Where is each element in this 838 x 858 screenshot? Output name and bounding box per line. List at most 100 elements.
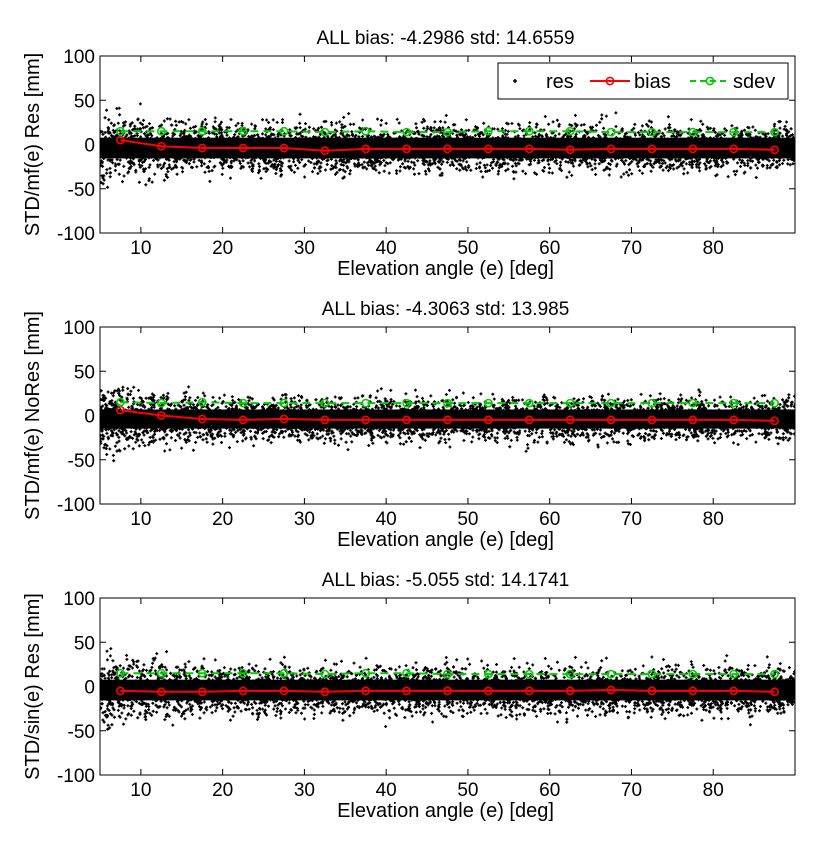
x-tick-label: 70 [621, 238, 642, 259]
sdev-point [565, 669, 575, 679]
y-tick-label: 0 [84, 407, 95, 428]
sdev-point [770, 669, 779, 679]
x-tick-label: 50 [457, 238, 478, 259]
sdev-point [688, 398, 698, 408]
sdev-point [402, 398, 412, 408]
x-tick-label: 80 [703, 509, 724, 530]
bias-point [361, 415, 371, 425]
bias-point [402, 686, 412, 696]
sdev-point [483, 126, 493, 136]
bias-point [770, 145, 779, 155]
bias-point [443, 415, 452, 425]
bias-point [361, 144, 371, 154]
sdev-point [647, 127, 657, 137]
x-tick-label: 40 [376, 780, 397, 801]
legend-bias-marker [605, 76, 615, 86]
x-tick-label: 20 [212, 780, 233, 801]
bias-point [565, 686, 575, 696]
y-tick-label: 100 [63, 589, 95, 610]
bias-point [279, 414, 289, 424]
bias-point [688, 144, 698, 154]
sdev-point [524, 398, 534, 408]
x-tick-label: 60 [539, 509, 560, 530]
x-tick-label: 60 [539, 238, 560, 259]
bias-point [320, 146, 330, 156]
bias-point [729, 144, 739, 154]
sdev-point [320, 398, 330, 408]
sdev-point [729, 127, 739, 137]
bias-line [120, 409, 775, 422]
legend: res bias sdev [497, 62, 789, 100]
bias-point [647, 686, 657, 696]
bias-point [483, 144, 493, 154]
sdev-point [483, 398, 493, 408]
sdev-point [688, 669, 698, 679]
bias-point [116, 135, 125, 145]
x-axis-label: Elevation angle (e) [deg] [337, 258, 554, 280]
x-tick-label: 10 [130, 238, 151, 259]
bias-point [606, 144, 616, 154]
y-axis-label: STD/sin(e) Res [mm] [22, 593, 44, 780]
sdev-point [565, 126, 575, 136]
legend-bias-label: bias [634, 71, 671, 93]
bias-point [320, 687, 330, 697]
x-tick-label: 40 [376, 509, 397, 530]
bias-point [197, 143, 207, 153]
chart-title: ALL bias: -5.055 std: 14.1741 [322, 570, 570, 591]
chart-title: ALL bias: -4.3063 std: 13.985 [322, 299, 570, 320]
x-axis-label: Elevation angle (e) [deg] [337, 800, 554, 822]
sdev-point [116, 397, 125, 407]
sdev-point [197, 126, 207, 136]
x-tick-label: 40 [376, 238, 397, 259]
sdev-point [279, 126, 289, 136]
sdev-point [279, 398, 289, 408]
sdev-point [770, 127, 779, 137]
bias-point [606, 415, 616, 425]
y-tick-label: 100 [63, 318, 95, 339]
legend-box [497, 62, 789, 100]
bias-point [361, 686, 371, 696]
bias-point [238, 415, 248, 425]
bias-point [279, 686, 289, 696]
x-tick-label: 70 [621, 509, 642, 530]
sdev-point [606, 669, 616, 679]
x-tick-label: 70 [621, 780, 642, 801]
bias-point [197, 687, 207, 697]
bias-point [443, 686, 452, 696]
bias-point [238, 143, 248, 153]
x-tick-label: 30 [294, 509, 315, 530]
y-tick-label: 100 [63, 47, 95, 68]
sdev-point [443, 127, 452, 137]
sdev-point [483, 669, 493, 679]
sdev-point [197, 397, 207, 407]
x-tick-label: 20 [212, 509, 233, 530]
sdev-point [116, 126, 125, 136]
x-tick-label: 50 [457, 780, 478, 801]
x-tick-label: 80 [703, 780, 724, 801]
sdev-point [443, 398, 452, 408]
bias-point [156, 141, 166, 151]
bias-point [647, 144, 657, 154]
y-tick-label: -100 [57, 766, 95, 787]
sdev-point [647, 669, 657, 679]
bias-point [565, 145, 575, 155]
bias-point [524, 686, 534, 696]
bias-point [483, 415, 493, 425]
sdev-point [361, 668, 371, 678]
bias-point [156, 687, 166, 697]
bias-point [402, 415, 412, 425]
legend-res-label: res [546, 71, 574, 93]
sdev-point [279, 668, 289, 678]
panel-2: ALL bias: -4.3063 std: 13.985 10 20 30 40 50 6… [22, 299, 796, 551]
panel-3: ALL bias: -5.055 std: 14.1741 10 20 30 40 50 6… [22, 570, 796, 822]
sdev-point [156, 398, 166, 408]
y-tick-label: -50 [68, 451, 95, 472]
legend-sdev-marker [705, 76, 715, 86]
x-tick-label: 10 [130, 780, 151, 801]
x-tick-label: 50 [457, 509, 478, 530]
bias-point [156, 411, 166, 420]
bias-point [729, 686, 739, 696]
bias-point [320, 415, 330, 425]
sdev-point [361, 398, 371, 408]
bias-point [238, 686, 248, 696]
